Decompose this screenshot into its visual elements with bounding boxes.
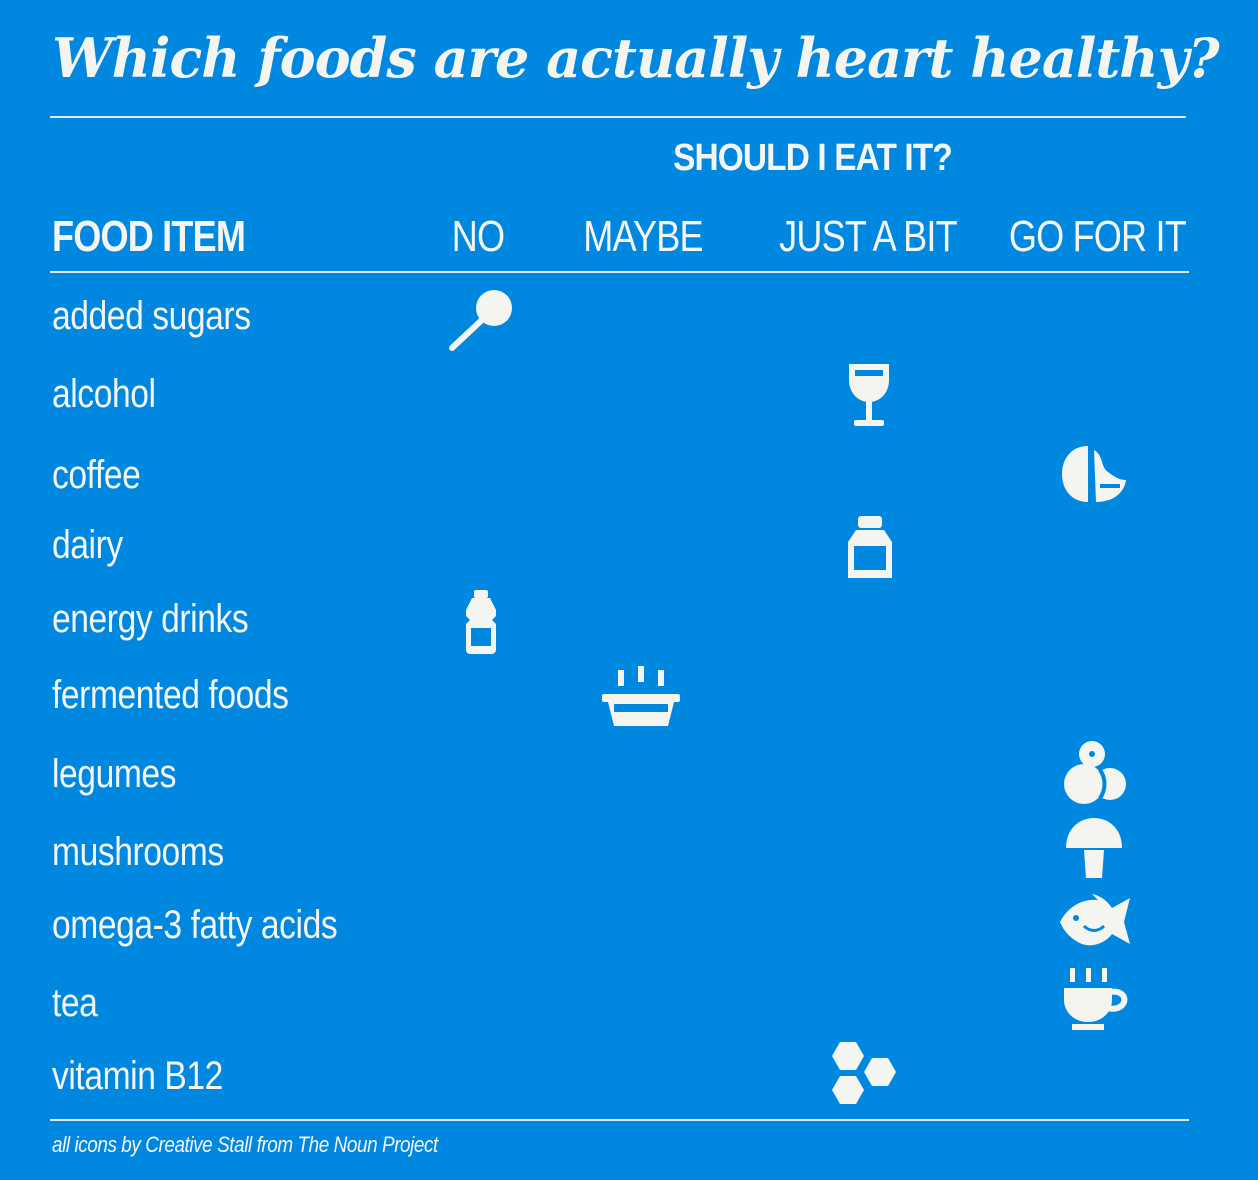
row-label-omega-3: omega-3 fatty acids bbox=[52, 903, 338, 947]
row-label-legumes: legumes bbox=[52, 752, 177, 796]
column-header-go-for-it: GO FOR IT bbox=[1008, 212, 1187, 261]
lollipop-icon bbox=[446, 288, 518, 354]
mushroom-icon bbox=[1062, 816, 1126, 880]
footer-divider bbox=[50, 1119, 1189, 1121]
food-item-column-header: FOOD ITEM bbox=[52, 212, 246, 261]
steaming-bowl-icon bbox=[600, 666, 682, 728]
hexagon-cluster-icon bbox=[830, 1040, 900, 1108]
column-header-no: NO bbox=[451, 212, 505, 261]
column-header-just-a-bit: JUST A BIT bbox=[779, 212, 957, 261]
page-title: Which foods are actually heart healthy? bbox=[52, 26, 1220, 90]
icon-credit: all icons by Creative Stall from The Nou… bbox=[52, 1132, 438, 1157]
title-divider bbox=[50, 116, 1186, 118]
tea-cup-icon bbox=[1062, 966, 1128, 1032]
row-label-fermented-foods: fermented foods bbox=[52, 673, 289, 717]
row-label-coffee: coffee bbox=[52, 453, 141, 497]
fish-icon bbox=[1058, 892, 1134, 950]
header-divider bbox=[50, 271, 1189, 273]
should-i-eat-it-heading: SHOULD I EAT IT? bbox=[673, 137, 953, 179]
row-label-tea: tea bbox=[52, 981, 98, 1025]
row-label-dairy: dairy bbox=[52, 523, 123, 567]
row-label-added-sugars: added sugars bbox=[52, 294, 251, 338]
column-header-maybe: MAYBE bbox=[583, 212, 703, 261]
row-label-vitamin-b12: vitamin B12 bbox=[52, 1054, 223, 1098]
row-label-mushrooms: mushrooms bbox=[52, 830, 224, 874]
milk-bottle-icon bbox=[846, 514, 894, 580]
beans-icon bbox=[1060, 740, 1130, 806]
row-label-alcohol: alcohol bbox=[52, 372, 156, 416]
row-label-energy-drinks: energy drinks bbox=[52, 597, 249, 641]
wine-glass-icon bbox=[846, 362, 892, 428]
drink-bottle-icon bbox=[462, 588, 500, 654]
coffee-bean-icon bbox=[1060, 444, 1130, 504]
